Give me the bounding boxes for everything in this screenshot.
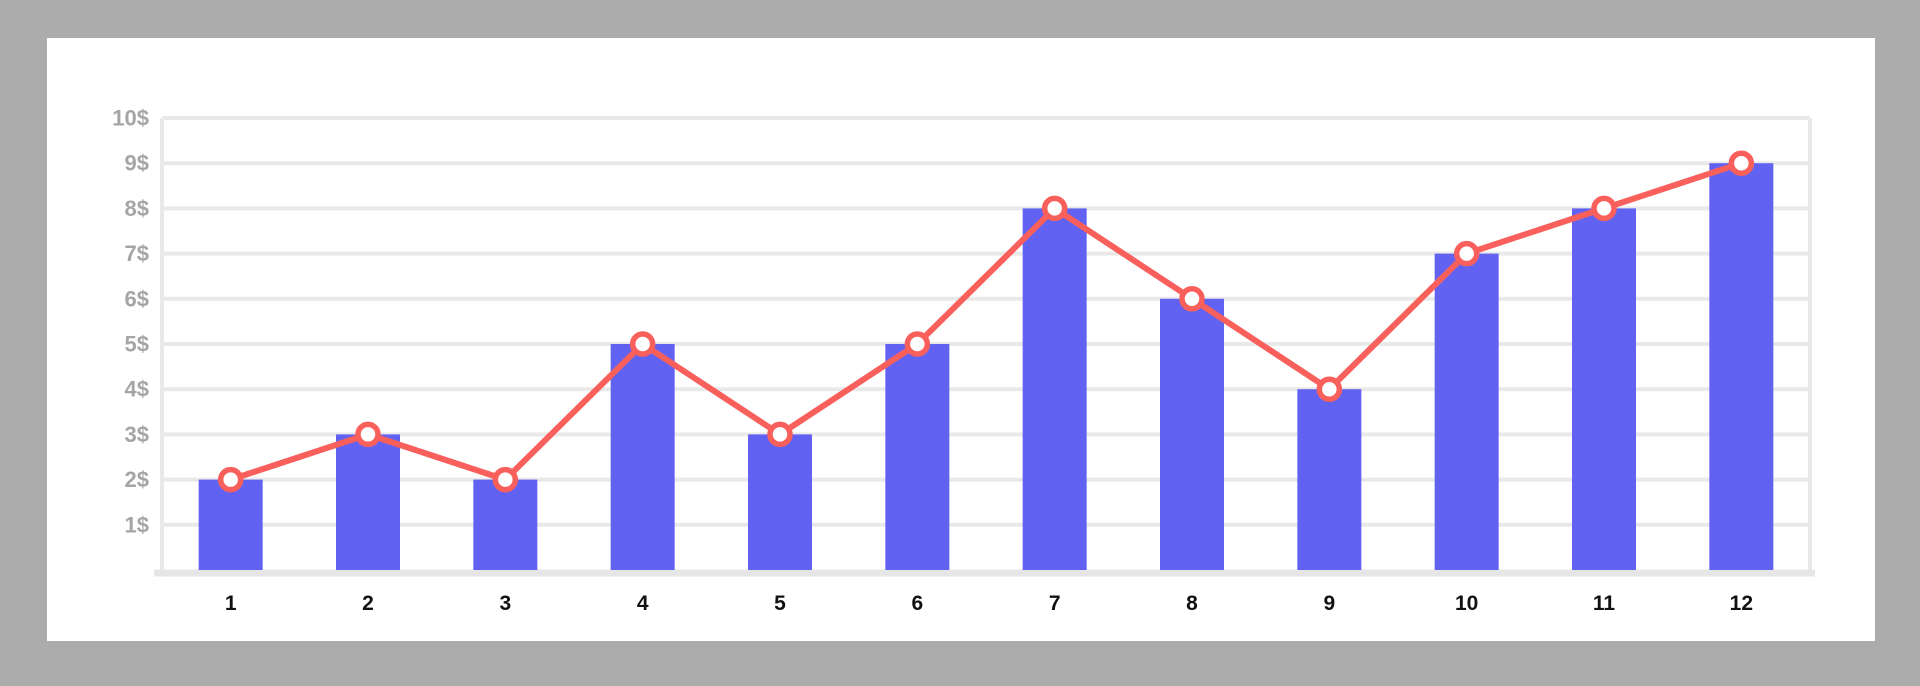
bar-11: [1572, 208, 1636, 570]
line-marker-7: [1041, 195, 1068, 222]
bar-7: [1022, 208, 1087, 570]
line-marker-5: [767, 421, 793, 448]
y-axis-tick-label: 8$: [125, 196, 149, 221]
y-axis-tick-label: 10$: [112, 106, 149, 131]
x-axis-tick-label: 12: [1730, 592, 1753, 615]
x-axis-tick-label: 6: [911, 592, 923, 615]
bar-2: [336, 434, 400, 570]
bar-1: [198, 479, 263, 570]
x-axis-tick-label: 9: [1323, 592, 1335, 615]
x-axis-tick-label: 10: [1455, 592, 1478, 615]
line-marker-10: [1453, 240, 1480, 267]
bar-9: [1297, 389, 1362, 570]
bar-line-combo-chart: 1$2$3$4$5$6$7$8$9$10$1 2 3 4 5 6 7 8 9 10 11 12: [112, 106, 1815, 615]
bar-6: [885, 344, 950, 570]
line-marker-4: [629, 331, 656, 357]
x-axis-tick-label: 8: [1186, 592, 1198, 615]
line-series-path: [227, 160, 1745, 483]
line-marker-12: [1728, 150, 1755, 176]
bar-8: [1160, 298, 1224, 570]
y-axis-tick-label: 3$: [125, 422, 149, 447]
y-axis-tick-label: 7$: [125, 241, 149, 266]
y-axis-tick-label: 1$: [125, 512, 149, 537]
bar-12: [1709, 163, 1774, 570]
y-axis-tick-label: 5$: [125, 332, 149, 357]
x-axis-tick-label: 3: [499, 592, 511, 615]
line-marker-2: [355, 421, 381, 448]
y-axis-tick-label: 4$: [125, 377, 149, 402]
line-marker-11: [1591, 195, 1617, 222]
line-marker-6: [904, 331, 931, 357]
line-marker-9: [1316, 376, 1343, 402]
x-axis-tick-label: 4: [637, 592, 649, 615]
x-axis-tick-label: 5: [774, 592, 786, 615]
line-marker-1: [217, 466, 244, 493]
bar-10: [1434, 253, 1499, 570]
line-marker-3: [492, 466, 519, 493]
bar-4: [610, 344, 675, 570]
x-axis-tick-label: 1: [225, 592, 237, 615]
x-axis-tick-label: 7: [1049, 592, 1061, 615]
bar-3: [473, 479, 538, 570]
bar-5: [748, 434, 812, 570]
y-axis-tick-label: 9$: [125, 151, 149, 176]
chart-card: 1$ 2$ 3$ 4$ 5$ 6$ 7$ 8$ 9$ 10$ 1 2 3 4 5 6 7 8 9 10 11 12: [47, 38, 1875, 641]
x-axis-tick-label: 2: [362, 592, 374, 615]
y-axis-tick-label: 2$: [125, 467, 149, 492]
line-marker-8: [1179, 286, 1205, 312]
x-axis-tick-label: 11: [1593, 592, 1616, 615]
y-axis-tick-label: 6$: [125, 286, 149, 311]
